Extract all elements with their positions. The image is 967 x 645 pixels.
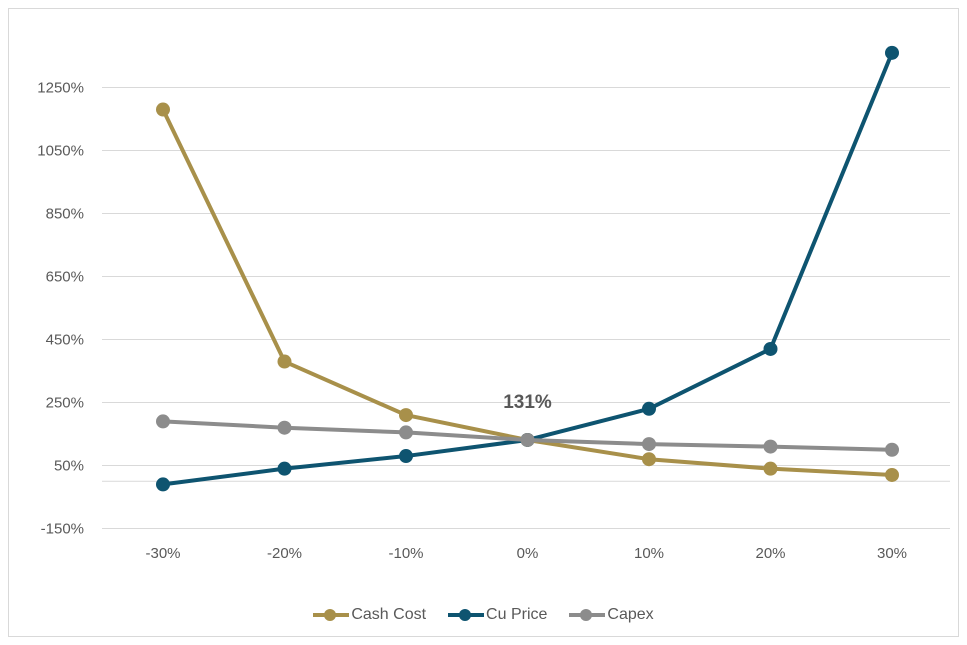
data-point: [156, 414, 170, 429]
data-point: [763, 341, 778, 356]
legend-item: Cu Price: [448, 606, 547, 624]
legend-item: Cash Cost: [313, 606, 426, 624]
data-point: [156, 477, 170, 492]
data-point: [156, 102, 170, 117]
y-tick-label: 250%: [46, 395, 84, 412]
data-point: [399, 408, 413, 423]
data-point: [763, 439, 778, 454]
legend-label: Cash Cost: [351, 606, 427, 623]
data-point: [399, 449, 413, 464]
series-line: [161, 108, 893, 477]
data-point: [885, 442, 899, 457]
x-tick-label: -10%: [388, 545, 423, 562]
legend-swatch: [313, 608, 350, 622]
data-point: [885, 467, 899, 482]
data-point: [520, 432, 535, 447]
x-tick-label: -30%: [145, 545, 180, 562]
data-point: [399, 425, 413, 440]
legend-swatch: [569, 608, 606, 622]
y-axis-ticks: -150% 50% 250% 450% 650% 850% 1050% 1250%: [37, 80, 84, 538]
y-tick-label: -150%: [41, 521, 84, 538]
data-point: [277, 461, 292, 476]
y-tick-label: 1250%: [37, 80, 84, 97]
x-tick-label: 20%: [755, 545, 785, 562]
data-point: [642, 452, 656, 467]
data-point: [885, 45, 899, 60]
gridlines: [102, 87, 950, 529]
legend-swatch: [448, 608, 485, 622]
y-tick-label: 850%: [46, 206, 84, 223]
legend-label: Cu Price: [486, 606, 548, 623]
data-point: [642, 437, 656, 452]
x-tick-label: 10%: [634, 545, 664, 562]
legend: Cash Cost Cu Price Capex: [0, 606, 967, 624]
data-point: [277, 354, 292, 369]
series-cu-price: [156, 45, 899, 492]
y-tick-label: 450%: [46, 332, 84, 349]
x-tick-label: -20%: [267, 545, 302, 562]
series-line: [162, 52, 894, 487]
x-axis-ticks: -30% -20% -10% 0% 10% 20% 30%: [145, 545, 907, 562]
legend-label: Capex: [607, 606, 654, 623]
y-tick-label: 1050%: [37, 143, 84, 160]
center-annotation: 131%: [503, 392, 552, 413]
data-point: [642, 401, 656, 416]
series-group: [156, 45, 899, 492]
data-point: [763, 461, 778, 476]
data-point: [277, 420, 292, 435]
x-tick-label: 30%: [877, 545, 907, 562]
y-tick-label: 650%: [46, 269, 84, 286]
y-tick-label: 50%: [54, 458, 84, 475]
x-tick-label: 0%: [517, 545, 539, 562]
legend-item: Capex: [569, 606, 654, 624]
series-capex: [156, 414, 899, 457]
